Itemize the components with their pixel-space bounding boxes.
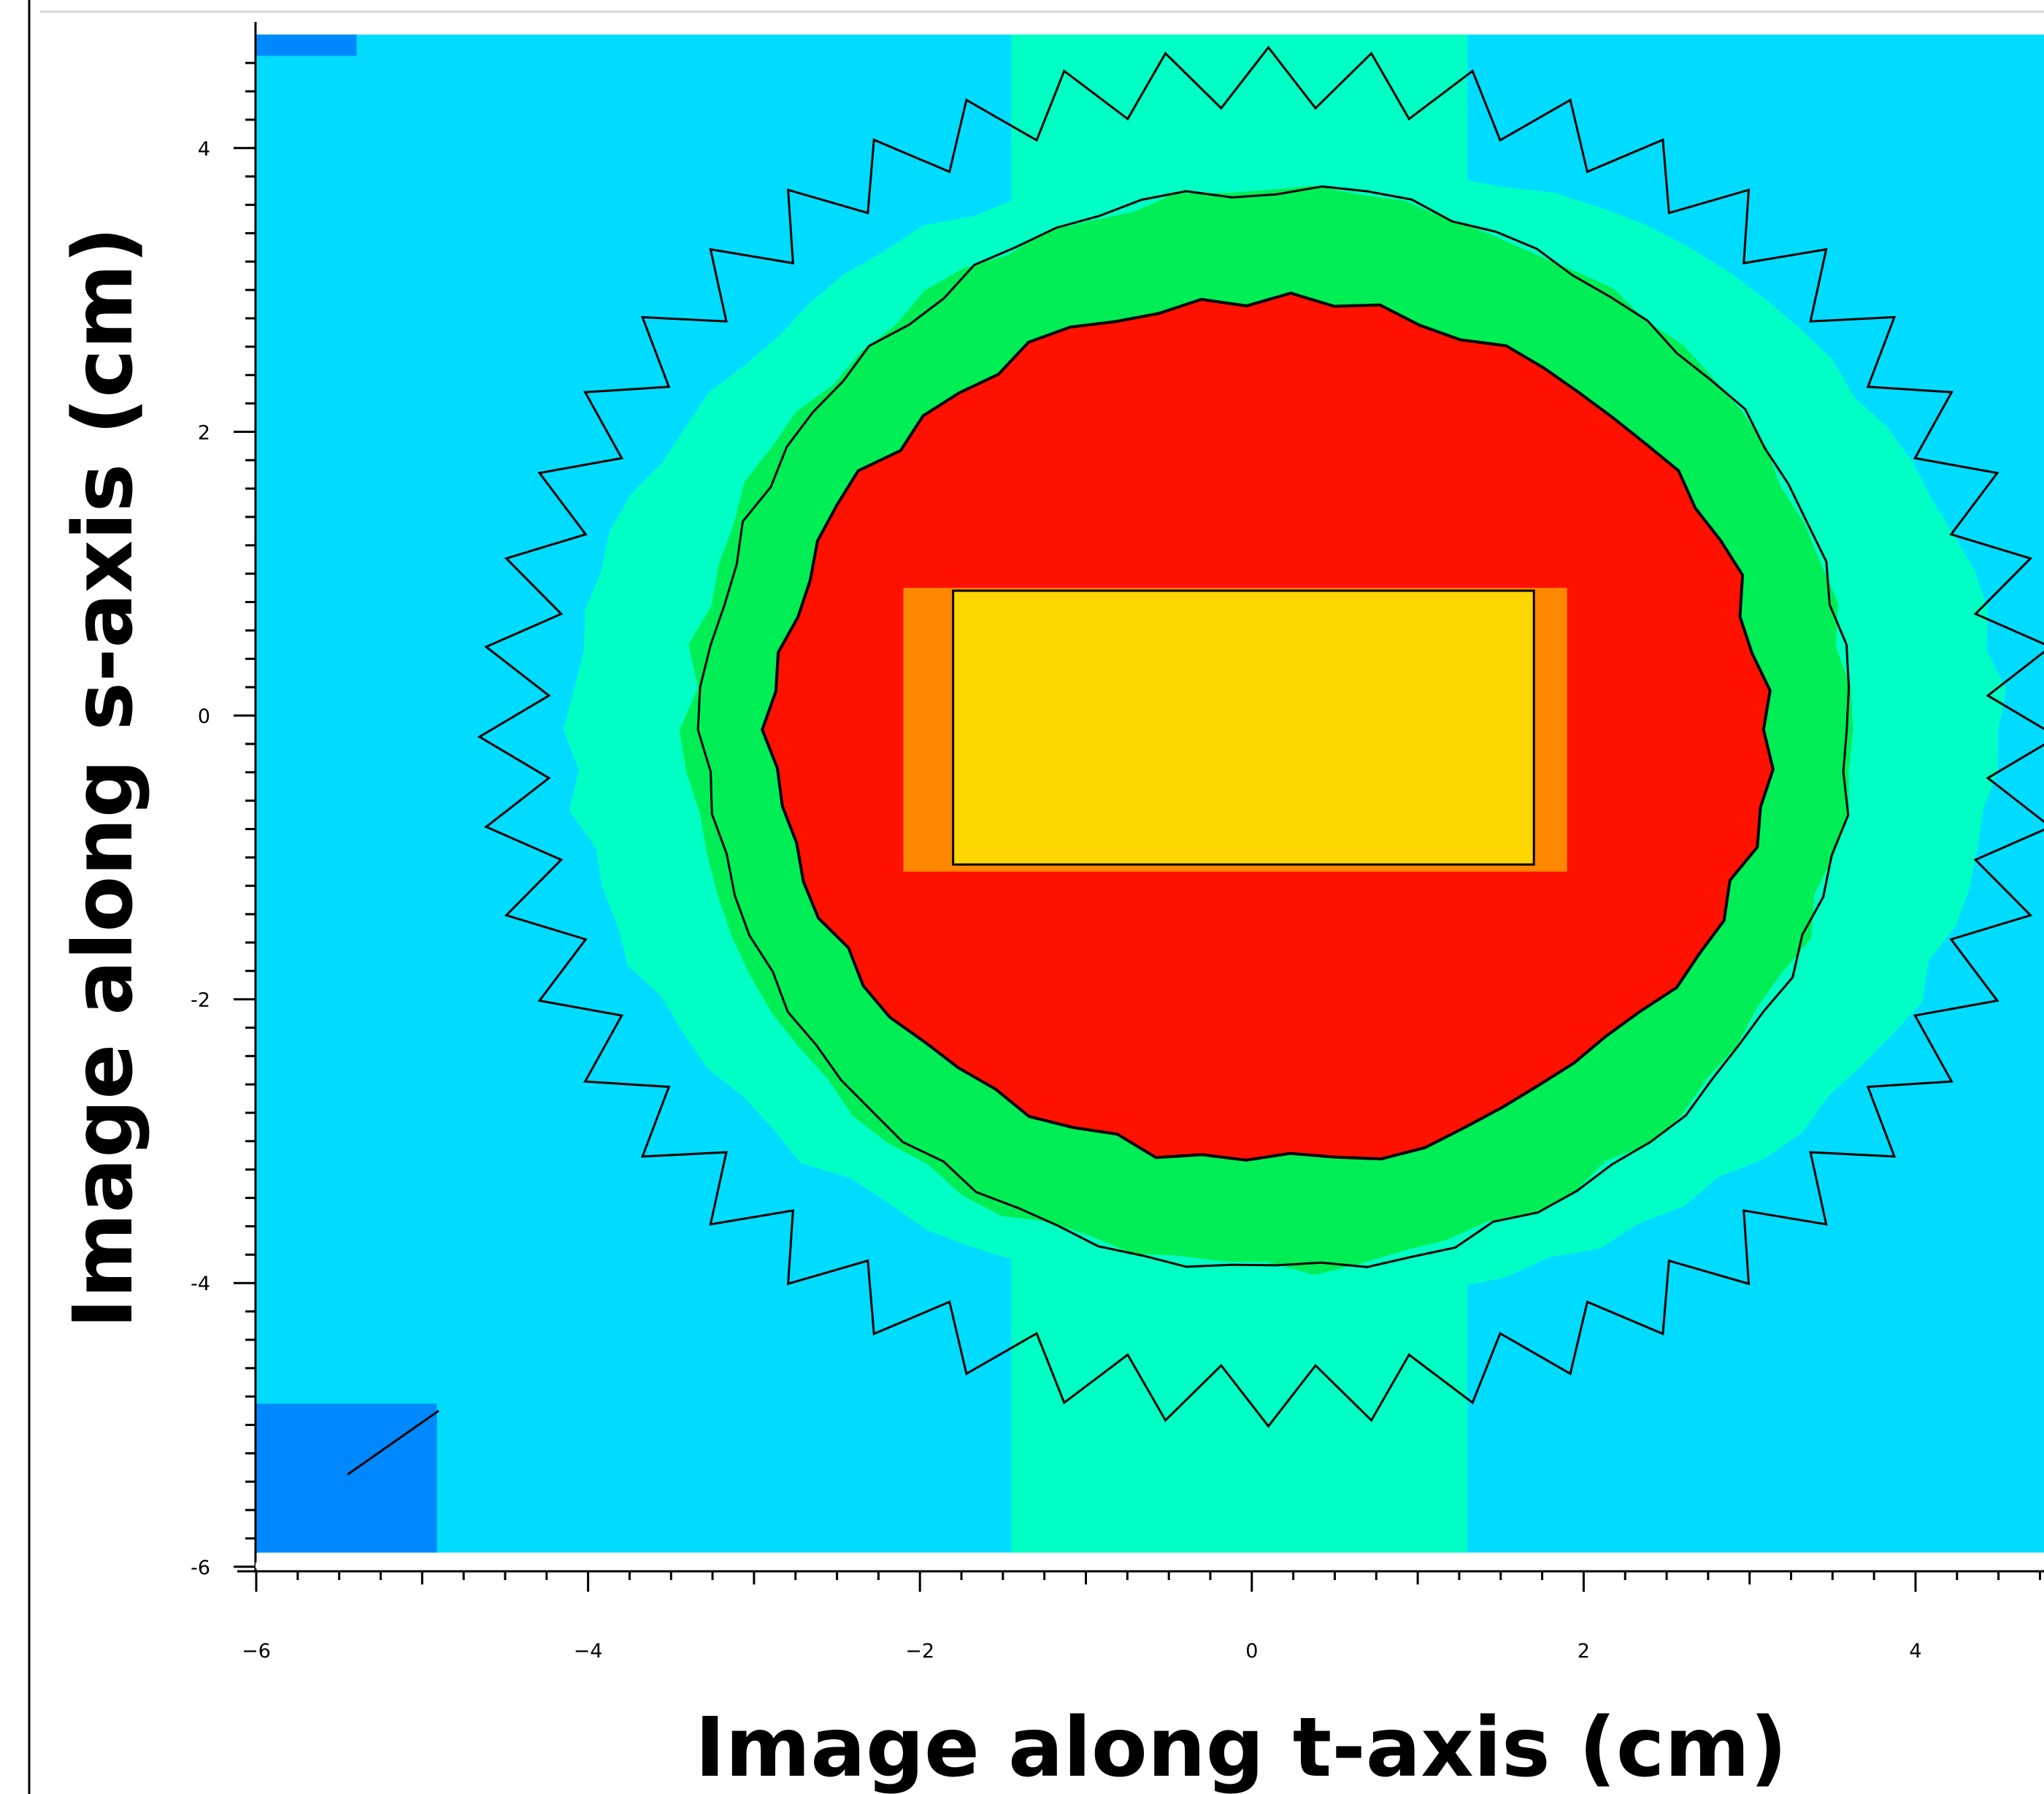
y-tick-label: -4 xyxy=(191,1273,210,1295)
y-tick-label: 0 xyxy=(198,705,210,728)
x-axis-bar xyxy=(256,1563,2044,1568)
y-tick-label: 2 xyxy=(198,421,210,444)
x-tick-label: −6 xyxy=(242,1640,271,1663)
corner-region-bottom-left xyxy=(256,1403,437,1553)
contour-line-outer xyxy=(477,45,2044,1428)
corner-region-top-left xyxy=(256,34,357,56)
y-tick-label: -2 xyxy=(191,989,210,1012)
x-tick-label: −2 xyxy=(905,1640,934,1663)
rect-center-region xyxy=(952,589,1535,866)
plot-area xyxy=(256,34,2044,1553)
y-tick-label: 4 xyxy=(198,138,210,161)
x-tick-label: −4 xyxy=(574,1640,603,1663)
axes: −6 −4 −2 0 2 4 4 2 0 -2 -4 -6 xyxy=(191,22,2044,1663)
x-tick-label: 2 xyxy=(1578,1640,1590,1663)
contour-line-mid xyxy=(696,185,1851,1268)
y-axis-title: Image along s-axis (cm) xyxy=(56,226,151,1328)
x-axis-title: Image along t-axis (cm) xyxy=(695,1701,1787,1794)
contour-line-corner xyxy=(347,1409,439,1476)
y-tick-label: -6 xyxy=(191,1557,210,1579)
x-tick-label: 0 xyxy=(1245,1640,1258,1663)
x-tick-label: 4 xyxy=(1909,1640,1921,1663)
